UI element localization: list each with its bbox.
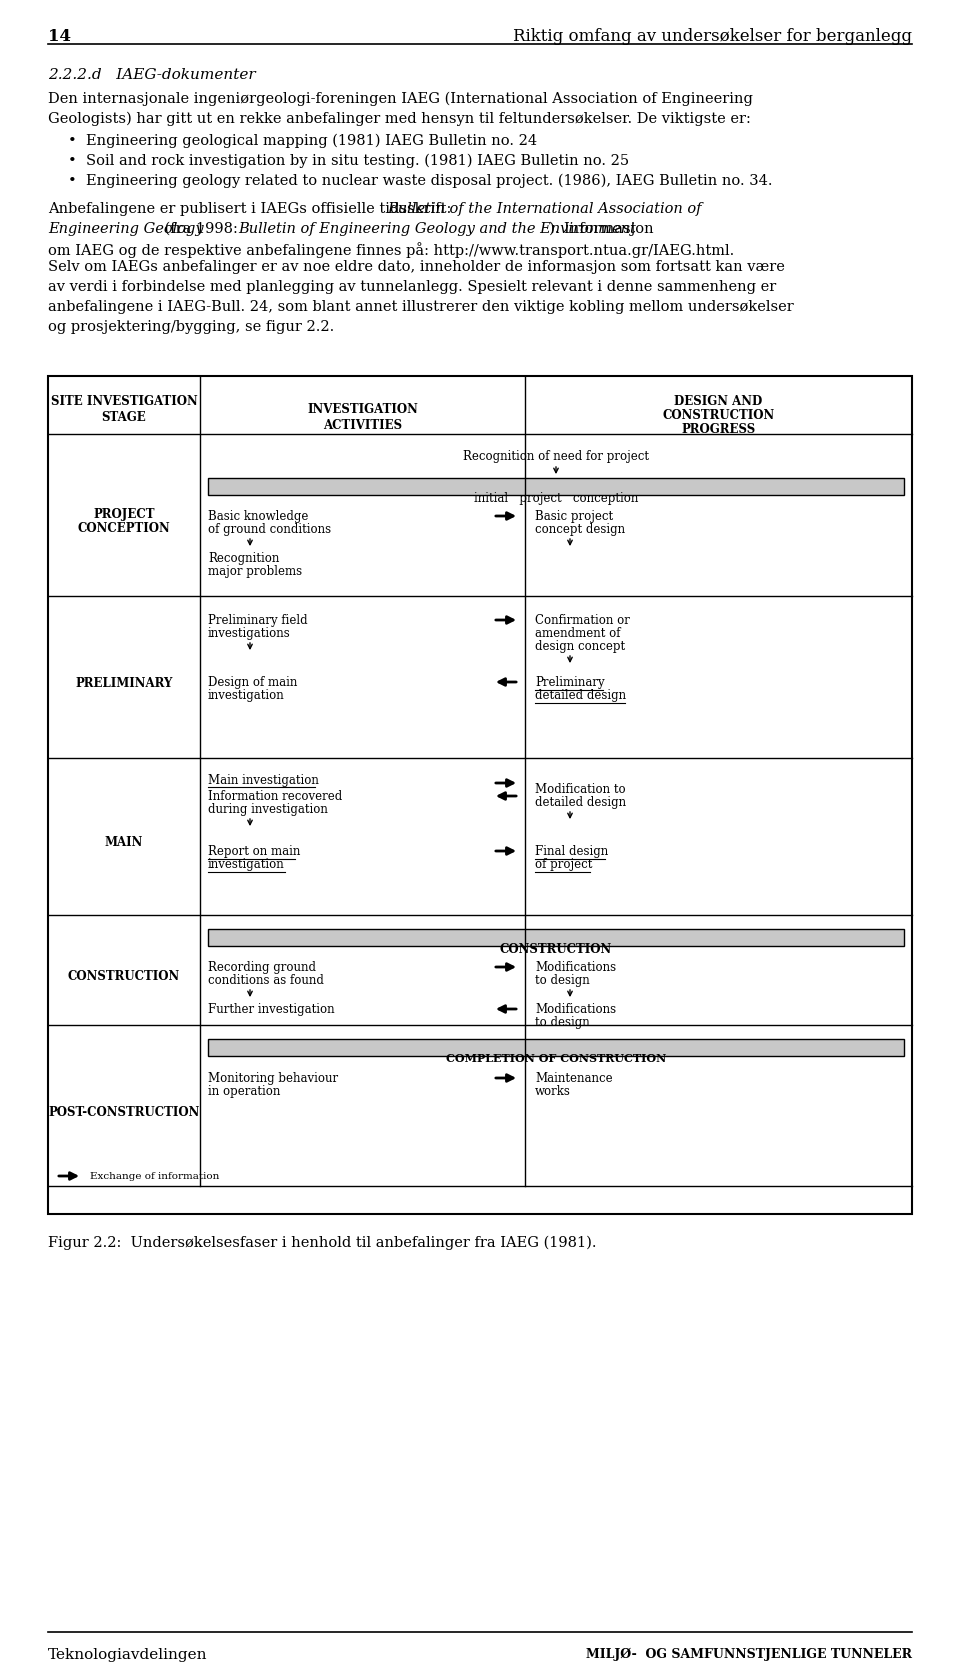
Text: om IAEG og de respektive anbefalingene finnes på: http://www.transport.ntua.gr/I: om IAEG og de respektive anbefalingene f… — [48, 241, 734, 258]
Text: in operation: in operation — [208, 1084, 280, 1098]
Text: Riktig omfang av undersøkelser for berganlegg: Riktig omfang av undersøkelser for berga… — [513, 28, 912, 45]
Text: INVESTIGATION: INVESTIGATION — [307, 402, 418, 416]
Text: Bulletin of Engineering Geology and the Environment: Bulletin of Engineering Geology and the … — [238, 221, 636, 236]
Text: detailed design: detailed design — [535, 796, 626, 810]
Text: Basic knowledge: Basic knowledge — [208, 510, 308, 523]
Text: concept design: concept design — [535, 523, 625, 536]
Text: of project: of project — [535, 858, 592, 872]
Text: investigation: investigation — [208, 689, 285, 702]
Text: PRELIMINARY: PRELIMINARY — [75, 677, 173, 691]
Text: CONCEPTION: CONCEPTION — [78, 521, 170, 535]
Text: Information recovered: Information recovered — [208, 789, 343, 803]
Text: POST-CONSTRUCTION: POST-CONSTRUCTION — [48, 1106, 200, 1118]
Text: Bulletin of the International Association of: Bulletin of the International Associatio… — [387, 203, 702, 216]
Text: CONSTRUCTION: CONSTRUCTION — [662, 409, 775, 422]
Text: 14: 14 — [48, 28, 71, 45]
Text: •  Soil and rock investigation by in situ testing. (1981) IAEG Bulletin no. 25: • Soil and rock investigation by in situ… — [68, 154, 629, 168]
Text: COMPLETION OF CONSTRUCTION: COMPLETION OF CONSTRUCTION — [445, 1053, 666, 1064]
Text: major problems: major problems — [208, 565, 302, 578]
Text: Selv om IAEGs anbefalinger er av noe eldre dato, inneholder de informasjon som f: Selv om IAEGs anbefalinger er av noe eld… — [48, 260, 785, 273]
Text: Monitoring behaviour: Monitoring behaviour — [208, 1073, 338, 1084]
Text: Teknologiavdelingen: Teknologiavdelingen — [48, 1648, 207, 1663]
Text: og prosjektering/bygging, se figur 2.2.: og prosjektering/bygging, se figur 2.2. — [48, 320, 334, 334]
Text: of ground conditions: of ground conditions — [208, 523, 331, 536]
Text: Modifications: Modifications — [535, 1002, 616, 1016]
Text: av verdi i forbindelse med planlegging av tunnelanlegg. Spesielt relevant i denn: av verdi i forbindelse med planlegging a… — [48, 280, 777, 293]
Text: to design: to design — [535, 974, 589, 987]
Text: Report on main: Report on main — [208, 845, 300, 858]
Text: PROGRESS: PROGRESS — [682, 422, 756, 436]
Text: CONSTRUCTION: CONSTRUCTION — [500, 944, 612, 955]
Text: investigation: investigation — [208, 858, 285, 872]
Text: Den internasjonale ingeniørgeologi-foreningen IAEG (International Association of: Den internasjonale ingeniørgeologi-foren… — [48, 92, 753, 106]
Text: initial   project   conception: initial project conception — [474, 493, 638, 504]
Text: anbefalingene i IAEG-Bull. 24, som blant annet illustrerer den viktige kobling m: anbefalingene i IAEG-Bull. 24, som blant… — [48, 300, 794, 313]
Text: ACTIVITIES: ACTIVITIES — [323, 419, 402, 432]
Text: Recognition of need for project: Recognition of need for project — [463, 449, 649, 463]
Text: works: works — [535, 1084, 571, 1098]
FancyBboxPatch shape — [208, 478, 904, 494]
Text: Maintenance: Maintenance — [535, 1073, 612, 1084]
Text: MILJØ-  OG SAMFUNNSTJENLIGE TUNNELER: MILJØ- OG SAMFUNNSTJENLIGE TUNNELER — [586, 1648, 912, 1661]
Text: (fra 1998:: (fra 1998: — [160, 221, 243, 236]
Text: Recognition: Recognition — [208, 551, 279, 565]
Text: MAIN: MAIN — [105, 836, 143, 850]
Text: Main investigation: Main investigation — [208, 774, 319, 788]
Text: SITE INVESTIGATION: SITE INVESTIGATION — [51, 396, 198, 407]
Text: Anbefalingene er publisert i IAEGs offisielle tidsskrift:: Anbefalingene er publisert i IAEGs offis… — [48, 203, 456, 216]
Text: CONSTRUCTION: CONSTRUCTION — [68, 970, 180, 984]
Text: PROJECT: PROJECT — [93, 508, 155, 521]
Text: 2.2.2.d   IAEG-dokumenter: 2.2.2.d IAEG-dokumenter — [48, 69, 255, 82]
Text: Figur 2.2:  Undersøkelsesfaser i henhold til anbefalinger fra IAEG (1981).: Figur 2.2: Undersøkelsesfaser i henhold … — [48, 1235, 596, 1250]
Text: •  Engineering geological mapping (1981) IAEG Bulletin no. 24: • Engineering geological mapping (1981) … — [68, 134, 538, 149]
Text: investigations: investigations — [208, 627, 291, 640]
Text: Design of main: Design of main — [208, 675, 298, 689]
Text: Preliminary: Preliminary — [535, 675, 605, 689]
Text: Final design: Final design — [535, 845, 609, 858]
Text: DESIGN AND: DESIGN AND — [674, 396, 762, 407]
Bar — [48, 375, 912, 1213]
Text: design concept: design concept — [535, 640, 625, 654]
Text: during investigation: during investigation — [208, 803, 328, 816]
Text: to design: to design — [535, 1016, 589, 1029]
FancyBboxPatch shape — [208, 929, 904, 945]
Text: Exchange of information: Exchange of information — [90, 1172, 220, 1182]
Text: Basic project: Basic project — [535, 510, 613, 523]
FancyBboxPatch shape — [208, 1039, 904, 1056]
Text: •  Engineering geology related to nuclear waste disposal project. (1986), IAEG B: • Engineering geology related to nuclear… — [68, 174, 773, 188]
Text: amendment of: amendment of — [535, 627, 620, 640]
Text: conditions as found: conditions as found — [208, 974, 324, 987]
Text: Recording ground: Recording ground — [208, 960, 316, 974]
Text: Modification to: Modification to — [535, 783, 626, 796]
Text: Modifications: Modifications — [535, 960, 616, 974]
Text: detailed design: detailed design — [535, 689, 626, 702]
Text: STAGE: STAGE — [102, 411, 146, 424]
Text: Geologists) har gitt ut en rekke anbefalinger med hensyn til feltundersøkelser. : Geologists) har gitt ut en rekke anbefal… — [48, 112, 751, 126]
Text: Further investigation: Further investigation — [208, 1002, 335, 1016]
Text: Preliminary field: Preliminary field — [208, 613, 307, 627]
Text: ). Informasjon: ). Informasjon — [549, 221, 654, 236]
Text: Engineering Geology: Engineering Geology — [48, 221, 204, 236]
Text: Confirmation or: Confirmation or — [535, 613, 630, 627]
